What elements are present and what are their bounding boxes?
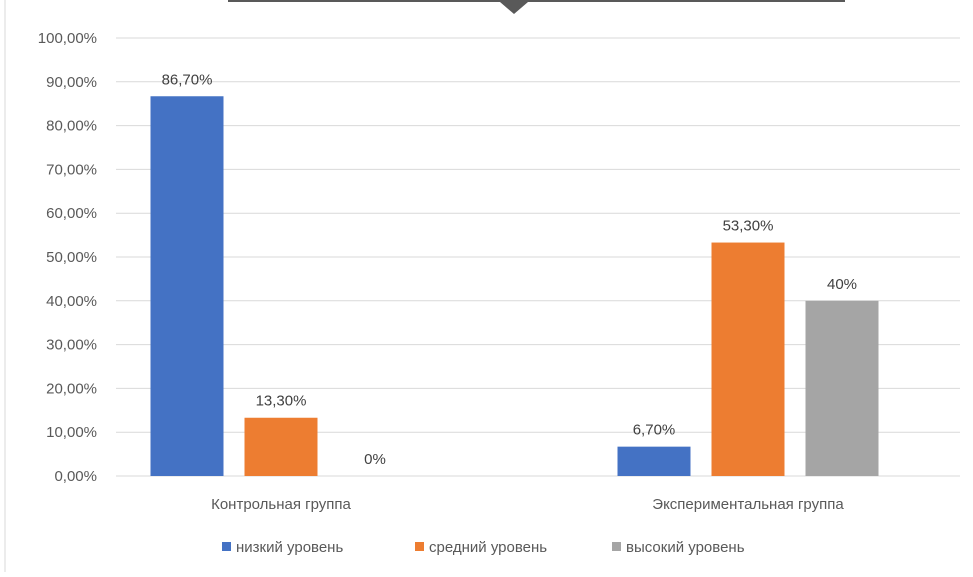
legend-label: средний уровень: [429, 539, 547, 556]
legend: низкий уровень средний уровень высокий уро…: [222, 539, 745, 556]
y-tick-label: 80,00%: [46, 118, 97, 135]
legend-label: высокий уровень: [626, 539, 745, 556]
y-tick-label: 100,00%: [38, 30, 97, 47]
legend-swatch: [612, 542, 621, 551]
x-category-label: Экспериментальная группа: [652, 496, 844, 513]
y-tick-label: 50,00%: [46, 249, 97, 266]
y-tick-label: 70,00%: [46, 161, 97, 178]
x-axis-category-labels: Контрольная группа Экспериментальная груп…: [211, 496, 844, 513]
legend-label: низкий уровень: [236, 539, 343, 556]
header-arrow-shape: [228, 0, 845, 14]
bar-medium-level: [711, 242, 785, 476]
bar-data-label: 86,70%: [162, 71, 213, 88]
legend-swatch: [415, 542, 424, 551]
header-decoration: [4, 0, 845, 572]
bar-data-label: 53,30%: [723, 218, 774, 235]
y-axis-tick-labels: 0,00% 10,00% 20,00% 30,00% 40,00% 50,00% 60,00…: [38, 30, 97, 485]
bar-low-level: [150, 96, 224, 476]
x-category-label: Контрольная группа: [211, 496, 351, 513]
bar-high-level: [805, 300, 879, 476]
y-tick-label: 0,00%: [54, 468, 97, 485]
y-tick-label: 90,00%: [46, 74, 97, 91]
y-tick-label: 30,00%: [46, 337, 97, 354]
bar-data-label: 13,30%: [256, 393, 307, 410]
y-tick-label: 40,00%: [46, 293, 97, 310]
bar-data-label: 40%: [827, 276, 857, 293]
bar-medium-level: [244, 417, 318, 476]
y-tick-label: 60,00%: [46, 205, 97, 222]
bars: [150, 96, 879, 476]
y-tick-label: 10,00%: [46, 424, 97, 441]
legend-swatch: [222, 542, 231, 551]
data-labels: 86,70% 13,30% 0% 6,70% 53,30% 40%: [162, 71, 857, 468]
bar-data-label: 0%: [364, 451, 386, 468]
bar-data-label: 6,70%: [633, 422, 676, 439]
bar-low-level: [617, 446, 691, 476]
y-tick-label: 20,00%: [46, 380, 97, 397]
